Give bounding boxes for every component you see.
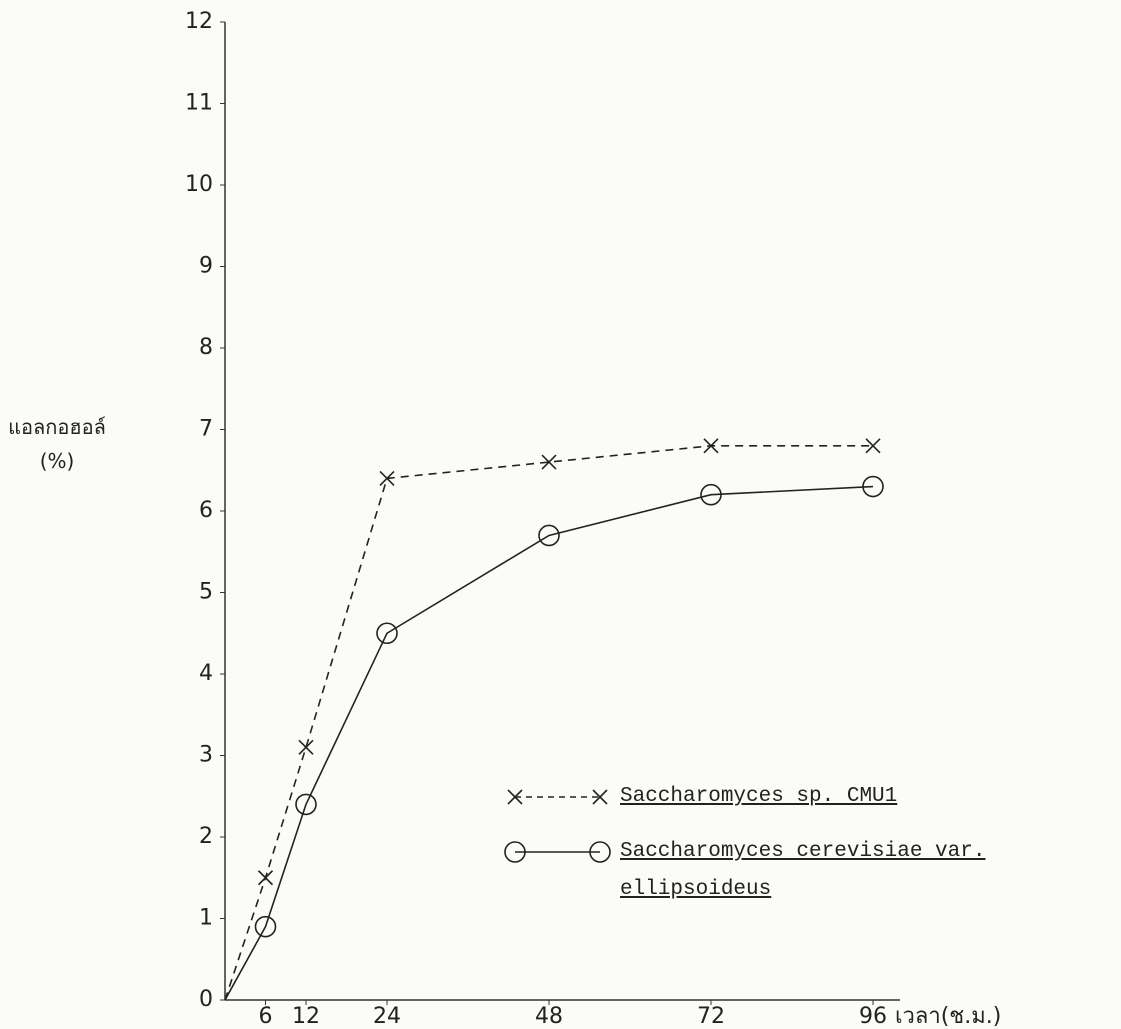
y-tick-label: 4 (199, 661, 213, 686)
data-point (259, 871, 273, 885)
x-tick-label: 72 (697, 1004, 725, 1029)
x-tick-label: 12 (292, 1004, 320, 1029)
x-tick-label: 96 (859, 1004, 887, 1029)
legend-label: Saccharomyces cerevisiae var. ellipsoide… (620, 833, 1115, 909)
y-axis-label: แอลกอฮอล์ (%) (2, 410, 112, 478)
y-tick-label: 0 (199, 987, 213, 1012)
data-point (299, 740, 313, 754)
series-line (225, 446, 873, 1000)
y-tick-label: 10 (185, 172, 213, 197)
x-tick-label: 24 (373, 1004, 401, 1029)
y-tick-label: 6 (199, 498, 213, 523)
y-tick-label: 9 (199, 254, 213, 279)
y-tick-label: 12 (185, 9, 213, 34)
y-tick-label: 5 (199, 580, 213, 605)
x-tick-label: 6 (259, 1004, 273, 1029)
y-tick-label: 2 (199, 824, 213, 849)
legend-label: Saccharomyces sp. CMU1 (620, 778, 1115, 816)
y-tick-label: 3 (199, 743, 213, 768)
y-tick-label: 8 (199, 335, 213, 360)
data-point (704, 439, 718, 453)
y-tick-label: 1 (199, 906, 213, 931)
page: {"chart_data": {"type": "line", "ylabel"… (0, 0, 1121, 1029)
x-tick-label: 48 (535, 1004, 563, 1029)
x-axis-label: เวลา(ช.ม.) (895, 1004, 1001, 1029)
series-line (225, 487, 873, 1000)
y-tick-label: 7 (199, 417, 213, 442)
y-tick-label: 11 (185, 91, 213, 116)
